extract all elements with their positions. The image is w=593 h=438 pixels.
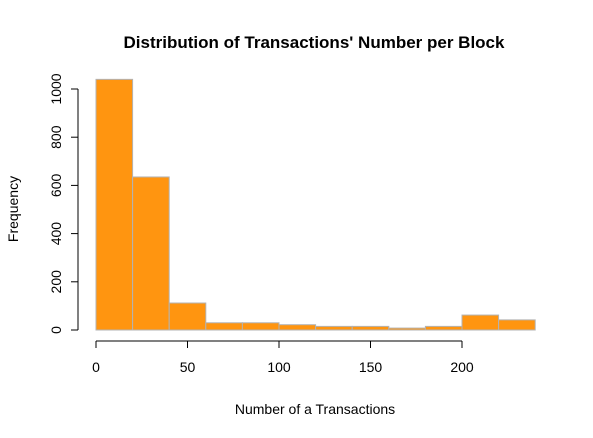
y-tick-label: 1000 [48,73,64,104]
y-tick-label: 400 [48,222,64,246]
histogram-bar [132,176,170,331]
histogram-bar [315,325,353,331]
histogram-bar [461,314,500,331]
histogram-bar [424,325,463,331]
x-tick-label: 150 [359,359,383,375]
y-ticks-group: 0 200 400 600 800 1000 [48,73,78,334]
x-tick-label: 50 [180,359,196,375]
y-tick-label: 600 [48,174,64,198]
histogram-bar [388,327,426,331]
histogram-bar [351,325,390,331]
chart-title: Distribution of Transactions' Number per… [124,33,505,52]
x-ticks-group: 0 50 100 150 200 [92,341,474,375]
histogram-bar [205,322,243,331]
y-tick-label: 200 [48,270,64,294]
bars-group [95,78,536,331]
x-tick-label: 200 [450,359,474,375]
y-tick-label: 800 [48,125,64,149]
x-tick-label: 0 [92,359,100,375]
histogram-bar [498,319,536,331]
histogram-bar [95,78,134,331]
histogram-bar [168,302,207,331]
histogram-bar [278,324,317,331]
y-axis-label: Frequency [5,176,21,242]
histogram-bar [241,322,280,331]
x-tick-label: 100 [267,359,291,375]
x-axis-label: Number of a Transactions [235,401,395,417]
y-tick-label: 0 [48,326,64,334]
